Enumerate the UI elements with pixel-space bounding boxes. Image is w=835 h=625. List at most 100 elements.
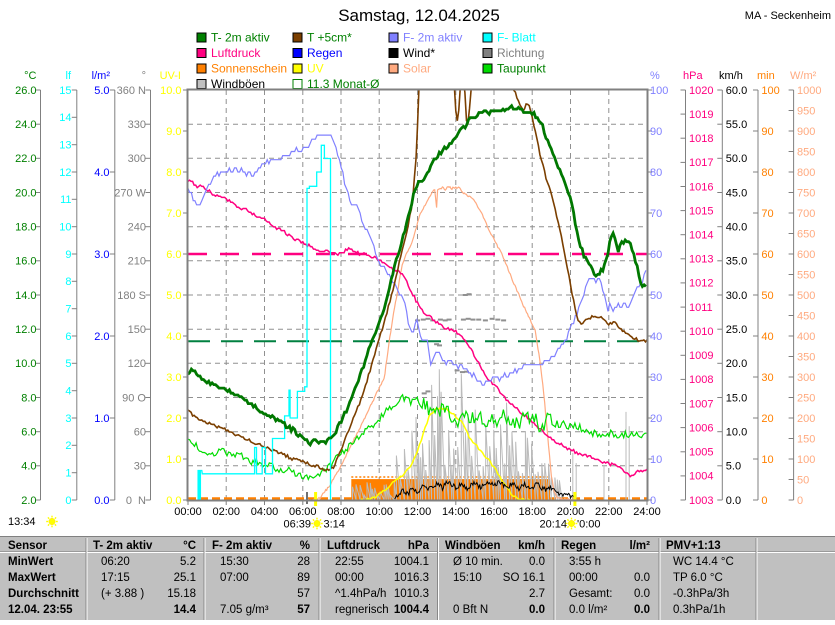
svg-text:Samstag, 12.04.2025: Samstag, 12.04.2025 bbox=[338, 6, 500, 25]
svg-text:120: 120 bbox=[128, 358, 146, 370]
svg-text:MinWert: MinWert bbox=[8, 556, 53, 568]
svg-text:0.0: 0.0 bbox=[726, 495, 741, 507]
svg-text:1011: 1011 bbox=[689, 302, 713, 314]
svg-text:Luftdruck: Luftdruck bbox=[327, 540, 381, 552]
svg-text:Taupunkt: Taupunkt bbox=[497, 62, 546, 76]
svg-text:2.0: 2.0 bbox=[94, 331, 109, 343]
svg-text:l/m²: l/m² bbox=[92, 70, 111, 82]
svg-text:14: 14 bbox=[59, 112, 71, 124]
svg-text:20: 20 bbox=[650, 413, 662, 425]
svg-text:12.0: 12.0 bbox=[15, 324, 36, 336]
svg-text:700: 700 bbox=[797, 208, 815, 220]
svg-text:0.0: 0.0 bbox=[94, 495, 109, 507]
svg-text:24.0: 24.0 bbox=[15, 119, 36, 131]
svg-text:2.7: 2.7 bbox=[529, 588, 545, 600]
svg-text:08:00: 08:00 bbox=[327, 506, 355, 518]
svg-text:1004.1: 1004.1 bbox=[394, 556, 429, 568]
svg-text:150: 150 bbox=[128, 324, 146, 336]
svg-text:14:00: 14:00 bbox=[442, 506, 470, 518]
svg-text:57: 57 bbox=[297, 588, 310, 600]
svg-text:60: 60 bbox=[761, 249, 773, 261]
svg-text:0 Bft N: 0 Bft N bbox=[453, 604, 488, 616]
svg-text:2.0: 2.0 bbox=[166, 413, 181, 425]
svg-text:1016: 1016 bbox=[689, 181, 713, 193]
svg-text:15:10: 15:10 bbox=[453, 572, 482, 584]
svg-text:10.0: 10.0 bbox=[160, 85, 181, 97]
svg-text:60: 60 bbox=[134, 426, 146, 438]
svg-text:14.0: 14.0 bbox=[15, 290, 36, 302]
svg-text:30: 30 bbox=[134, 461, 146, 473]
svg-text:3:55 h: 3:55 h bbox=[569, 556, 601, 568]
svg-text:1019: 1019 bbox=[689, 109, 713, 121]
svg-text:00:00: 00:00 bbox=[569, 572, 598, 584]
svg-text:250: 250 bbox=[797, 392, 815, 404]
svg-text:Sonnenschein: Sonnenschein bbox=[211, 62, 287, 76]
svg-text:0: 0 bbox=[650, 495, 656, 507]
svg-text:5.2: 5.2 bbox=[180, 556, 196, 568]
svg-text:1004.4: 1004.4 bbox=[394, 604, 430, 616]
svg-text:0 N: 0 N bbox=[126, 495, 146, 507]
svg-text:2.0: 2.0 bbox=[21, 495, 36, 507]
svg-text:25.1: 25.1 bbox=[174, 572, 196, 584]
svg-text:1012: 1012 bbox=[689, 278, 713, 290]
svg-text:km/h: km/h bbox=[719, 70, 743, 82]
svg-text:Sensor: Sensor bbox=[8, 540, 48, 552]
svg-text:240: 240 bbox=[128, 221, 146, 233]
svg-text:100: 100 bbox=[761, 85, 779, 97]
svg-text:750: 750 bbox=[797, 187, 815, 199]
svg-text:7.0: 7.0 bbox=[166, 208, 181, 220]
svg-text:1003: 1003 bbox=[689, 495, 713, 507]
svg-text:°C: °C bbox=[183, 540, 196, 552]
svg-text:%: % bbox=[650, 70, 660, 82]
svg-text:12:00: 12:00 bbox=[404, 506, 432, 518]
svg-text:0.0: 0.0 bbox=[529, 604, 545, 616]
svg-text:3.0: 3.0 bbox=[94, 249, 109, 261]
svg-text:5.0: 5.0 bbox=[166, 290, 181, 302]
svg-text:15.0: 15.0 bbox=[726, 392, 747, 404]
svg-text:Richtung: Richtung bbox=[497, 46, 544, 60]
svg-text:17:15: 17:15 bbox=[101, 572, 130, 584]
svg-text:300: 300 bbox=[797, 372, 815, 384]
svg-text:6.0: 6.0 bbox=[166, 249, 181, 261]
svg-text:45.0: 45.0 bbox=[726, 187, 747, 199]
svg-text:100: 100 bbox=[650, 85, 668, 97]
svg-text:30: 30 bbox=[761, 372, 773, 384]
svg-text:0.0 l/m²: 0.0 l/m² bbox=[569, 604, 608, 616]
svg-text:F- Blatt: F- Blatt bbox=[497, 31, 536, 45]
svg-text:5.0: 5.0 bbox=[94, 85, 109, 97]
svg-text:SO 16.1: SO 16.1 bbox=[503, 572, 545, 584]
svg-text:1010.3: 1010.3 bbox=[394, 588, 429, 600]
svg-text:8: 8 bbox=[65, 276, 71, 288]
svg-text:100: 100 bbox=[797, 454, 815, 466]
svg-text:800: 800 bbox=[797, 167, 815, 179]
svg-text:MA - Seckenheim: MA - Seckenheim bbox=[745, 10, 831, 22]
svg-text:2: 2 bbox=[65, 440, 71, 452]
svg-text:0: 0 bbox=[65, 495, 71, 507]
svg-text:4.0: 4.0 bbox=[21, 461, 36, 473]
svg-text:300: 300 bbox=[128, 153, 146, 165]
svg-text:1015: 1015 bbox=[689, 205, 713, 217]
svg-text:0.3hPa/1h: 0.3hPa/1h bbox=[673, 604, 725, 616]
svg-text:WC 14.4 °C: WC 14.4 °C bbox=[673, 556, 734, 568]
svg-text:20.0: 20.0 bbox=[15, 187, 36, 199]
svg-text:T +5cm*: T +5cm* bbox=[307, 31, 352, 45]
svg-text:1008: 1008 bbox=[689, 374, 713, 386]
svg-text:7: 7 bbox=[65, 303, 71, 315]
svg-text:90 O: 90 O bbox=[122, 392, 146, 404]
svg-text:10.0: 10.0 bbox=[726, 426, 747, 438]
svg-text:850: 850 bbox=[797, 146, 815, 158]
svg-text:1005: 1005 bbox=[689, 447, 713, 459]
svg-text:350: 350 bbox=[797, 351, 815, 363]
svg-text:360 N: 360 N bbox=[117, 85, 146, 97]
svg-text:Windböen: Windböen bbox=[445, 540, 500, 552]
svg-text:PMV+1:13: PMV+1:13 bbox=[666, 540, 721, 552]
svg-text:1016.3: 1016.3 bbox=[394, 572, 429, 584]
svg-text:89: 89 bbox=[297, 572, 310, 584]
svg-text:MaxWert: MaxWert bbox=[8, 572, 56, 584]
svg-text:1009: 1009 bbox=[689, 350, 713, 362]
svg-text:12.04. 23:55: 12.04. 23:55 bbox=[8, 604, 73, 616]
svg-text:11.3 Monat-Ø: 11.3 Monat-Ø bbox=[307, 77, 379, 91]
svg-text:900: 900 bbox=[797, 126, 815, 138]
svg-text:10: 10 bbox=[650, 454, 662, 466]
svg-text:11: 11 bbox=[60, 194, 71, 206]
